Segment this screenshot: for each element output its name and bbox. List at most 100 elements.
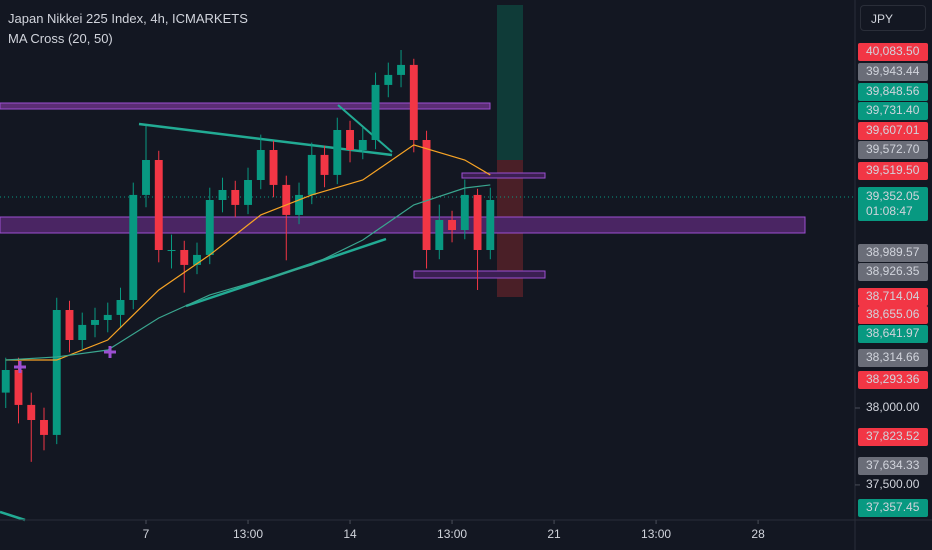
- candle-body: [346, 130, 354, 150]
- current-price: 39,352.05: [866, 189, 920, 203]
- candle-body: [167, 250, 176, 251]
- price-tag-label: 38,989.57: [866, 245, 920, 259]
- x-tick-label: 21: [547, 527, 561, 541]
- price-tag-label: 40,083.50: [866, 44, 920, 58]
- candle-body: [358, 140, 367, 150]
- price-tag: [858, 43, 928, 61]
- candle-body: [103, 314, 112, 320]
- price-tag: [858, 263, 928, 281]
- candle-body: [371, 84, 380, 140]
- price-tag: [858, 83, 928, 101]
- candle-body: [269, 150, 278, 185]
- price-tag: [858, 63, 928, 81]
- candle-body: [1, 370, 10, 393]
- price-tag: [858, 122, 928, 140]
- x-tick-label: 14: [343, 527, 357, 541]
- price-tag-label: 39,519.50: [866, 163, 920, 177]
- candle-body: [409, 64, 418, 140]
- candle-body: [486, 200, 495, 250]
- price-tag-label: 39,731.40: [866, 103, 920, 117]
- price-tag: [858, 102, 928, 120]
- candle-body: [205, 200, 214, 255]
- position-profit: [497, 5, 523, 160]
- candle-body: [193, 254, 201, 265]
- price-tag: [858, 457, 928, 475]
- candle-body: [460, 194, 469, 230]
- moving-average: [5, 144, 491, 361]
- zone: [0, 102, 491, 110]
- trendline: [0, 510, 26, 522]
- price-tag: [858, 325, 928, 343]
- price-tag-label: 39,943.44: [866, 64, 920, 78]
- moving-average: [5, 184, 491, 361]
- title: Japan Nikkei 225 Index, 4h, ICMARKETS: [8, 11, 248, 26]
- candle-body: [282, 184, 291, 215]
- candle-body: [27, 404, 36, 420]
- candle-body: [435, 220, 444, 250]
- cross-marker: [14, 346, 116, 373]
- price-tag: [858, 499, 928, 517]
- x-tick-label: 13:00: [641, 527, 671, 541]
- candle-body: [142, 160, 150, 195]
- y-tick-label: 38,000.00: [866, 400, 920, 414]
- x-tick-label: 28: [751, 527, 765, 541]
- candle-body: [180, 250, 189, 265]
- price-tag: [858, 244, 928, 262]
- trendline: [138, 122, 393, 157]
- price-tag-label: 39,607.01: [866, 123, 920, 137]
- price-tag-label: 37,823.52: [866, 429, 920, 443]
- price-tag-label: 38,714.04: [866, 289, 920, 303]
- candle-body: [244, 180, 252, 205]
- plot: [1, 50, 495, 462]
- price-tag-label: 38,655.06: [866, 307, 920, 321]
- candle-body: [40, 420, 48, 435]
- x-tick-label: 13:00: [437, 527, 467, 541]
- price-tag-label: 39,572.70: [866, 142, 920, 156]
- zone: [0, 216, 806, 234]
- x-tick-label: 7: [143, 527, 150, 541]
- candle-body: [448, 220, 456, 230]
- price-tag: [858, 306, 928, 324]
- y-tick-label: 37,500.00: [866, 477, 920, 491]
- candle-body: [320, 154, 329, 175]
- price-tag-label: 37,634.33: [866, 458, 920, 472]
- candle-body: [116, 300, 125, 315]
- price-tag-label: 38,314.66: [866, 350, 920, 364]
- zone: [461, 172, 546, 179]
- price-tag: [858, 141, 928, 159]
- trendline: [337, 104, 393, 153]
- price-tag-label: 38,926.35: [866, 264, 920, 278]
- currency-button[interactable]: JPY: [860, 5, 926, 31]
- candle-body: [154, 160, 163, 250]
- candle-body: [218, 190, 227, 200]
- candle-body: [52, 310, 61, 435]
- candle-body: [91, 320, 99, 325]
- price-tag-label: 38,293.36: [866, 372, 920, 386]
- candle-body: [333, 130, 342, 175]
- candle-body: [307, 154, 316, 195]
- price-tag: [858, 288, 928, 306]
- countdown: 01:08:47: [866, 204, 913, 218]
- price-tag: [858, 371, 928, 389]
- candle-body: [14, 370, 23, 405]
- candle-body: [473, 194, 482, 250]
- current-price-tag: [858, 187, 928, 221]
- candle-body: [422, 140, 431, 250]
- candle-body: [397, 64, 405, 75]
- candle-body: [384, 74, 393, 85]
- candle-body: [295, 194, 303, 215]
- price-tag-label: 37,357.45: [866, 500, 920, 514]
- candle-body: [65, 310, 74, 340]
- x-tick-label: 13:00: [233, 527, 263, 541]
- price-tag: [858, 428, 928, 446]
- candle-body: [78, 324, 87, 340]
- price-tag-label: 39,848.56: [866, 84, 920, 98]
- indicator: MA Cross (20, 50): [8, 31, 113, 46]
- price-tag-label: 38,641.97: [866, 326, 920, 340]
- price-tag: [858, 162, 928, 180]
- zone: [413, 270, 546, 279]
- candle-body: [129, 194, 138, 300]
- price-tag: [858, 349, 928, 367]
